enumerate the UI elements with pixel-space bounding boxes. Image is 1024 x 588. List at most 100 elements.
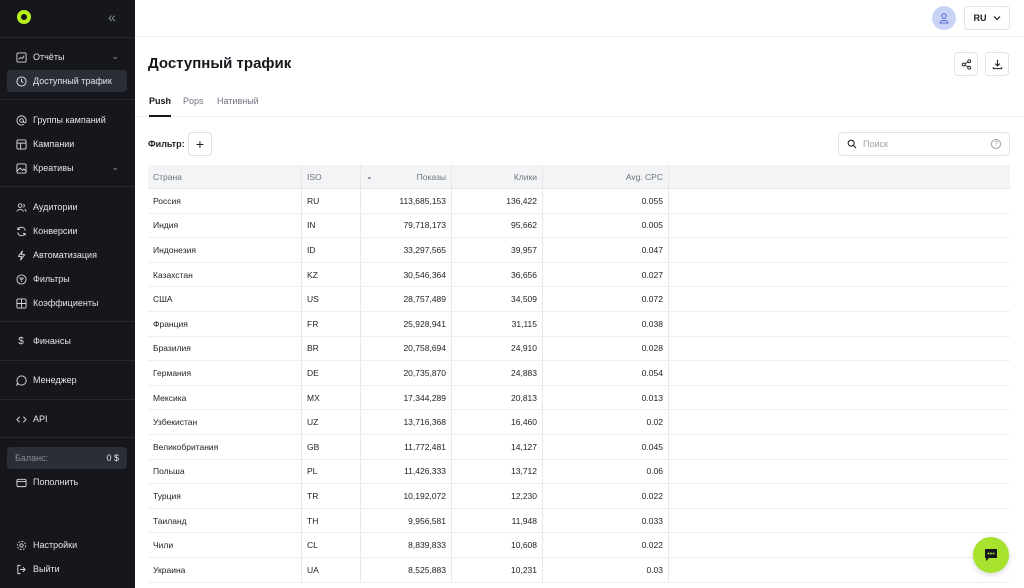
sidebar-item-label: Автоматизация <box>33 250 97 260</box>
wallet-icon <box>15 476 27 488</box>
cell-empty <box>669 189 1010 213</box>
cell-cpc: 0.005 <box>543 213 669 238</box>
cell-shows: 25,928,941 <box>361 311 452 336</box>
language-select[interactable]: RU <box>964 6 1010 30</box>
cell-iso: GB <box>302 434 361 459</box>
add-filter-button[interactable]: + <box>188 132 212 156</box>
cell-iso: TH <box>302 508 361 533</box>
tab-native[interactable]: Нативный <box>217 96 259 106</box>
cell-country: США <box>148 287 302 311</box>
table-row[interactable]: Германия DE 20,735,870 24,883 0.054 <box>148 361 1010 386</box>
cell-cpc: 0.03 <box>543 557 669 582</box>
column-header-label: Показы <box>416 171 446 182</box>
sort-desc-icon: ⌄ <box>366 172 373 181</box>
dollar-icon: $ <box>18 335 24 347</box>
table-row[interactable]: Турция TR 10,192,072 12,230 0.022 <box>148 484 1010 509</box>
sidebar: « Отчёты ⌄ Доступный трафик Группы кампа… <box>0 0 135 588</box>
column-header-clicks[interactable]: Клики <box>452 165 543 188</box>
sidebar-item-campaign-groups[interactable]: Группы кампаний <box>7 109 127 131</box>
sidebar-item-settings[interactable]: Настройки <box>7 534 127 556</box>
sidebar-item-label: Менеджер <box>33 375 77 385</box>
cell-iso: ID <box>302 238 361 262</box>
column-header-iso[interactable]: ISO <box>302 165 361 188</box>
table-row[interactable]: США US 28,757,489 34,509 0.072 <box>148 287 1010 312</box>
cell-country: Индонезия <box>148 238 302 262</box>
cell-clicks: 10,608 <box>452 533 543 557</box>
table-row[interactable]: Россия RU 113,685,153 136,422 0.055 <box>148 189 1010 214</box>
cell-country: Россия <box>148 189 302 213</box>
column-header-shows[interactable]: ⌄ Показы <box>361 165 452 188</box>
table-body: Россия RU 113,685,153 136,422 0.055 Индия IN 79… <box>148 189 1010 583</box>
avatar[interactable] <box>932 6 956 30</box>
cell-clicks: 20,813 <box>452 385 543 410</box>
table-row[interactable]: Польша PL 11,426,333 13,712 0.06 <box>148 459 1010 485</box>
clock-icon <box>15 75 27 87</box>
table-row[interactable]: Казахстан KZ 30,546,364 36,656 0.027 <box>148 262 1010 288</box>
sidebar-item-traffic[interactable]: Доступный трафик <box>7 70 127 92</box>
chat-icon <box>15 374 27 386</box>
sidebar-item-filters[interactable]: Фильтры <box>7 268 127 290</box>
cell-clicks: 12,230 <box>452 484 543 508</box>
table-row[interactable]: Чили CL 8,839,833 10,608 0.022 <box>148 533 1010 558</box>
column-header-country[interactable]: Страна <box>148 165 302 188</box>
sidebar-item-api[interactable]: API <box>7 408 127 430</box>
cell-iso: IN <box>302 213 361 238</box>
cell-shows: 20,758,694 <box>361 336 452 361</box>
help-icon[interactable]: ? <box>991 139 1001 149</box>
table-row[interactable]: Мексика MX 17,344,289 20,813 0.013 <box>148 385 1010 411</box>
chevron-down-icon: ⌄ <box>111 51 119 61</box>
sidebar-item-topup[interactable]: Пополнить <box>7 471 127 493</box>
tabs-bar: Push Pops Нативный <box>135 90 1024 117</box>
column-header-cpc[interactable]: Avg. CPC <box>543 165 669 188</box>
table-row[interactable]: Индонезия ID 33,297,565 39,957 0.047 <box>148 238 1010 263</box>
sidebar-item-audiences[interactable]: Аудитории <box>7 196 127 218</box>
cell-iso: KZ <box>302 262 361 287</box>
table-row[interactable]: Бразилия BR 20,758,694 24,910 0.028 <box>148 336 1010 362</box>
table-row[interactable]: Украина UA 8,525,883 10,231 0.03 <box>148 557 1010 583</box>
sidebar-item-conversions[interactable]: Конверсии <box>7 220 127 242</box>
cell-shows: 13,716,368 <box>361 410 452 434</box>
sidebar-item-finance[interactable]: $ Финансы <box>7 330 127 352</box>
cell-iso: MX <box>302 385 361 410</box>
sidebar-item-label: Коэффициенты <box>33 298 99 308</box>
table-row[interactable]: Франция FR 25,928,941 31,115 0.038 <box>148 311 1010 337</box>
cell-country: Бразилия <box>148 336 302 361</box>
cell-empty <box>669 533 1010 557</box>
sidebar-item-logout[interactable]: Выйти <box>7 558 127 580</box>
sidebar-item-manager[interactable]: Менеджер <box>7 369 127 391</box>
sidebar-item-coefficients[interactable]: Коэффициенты <box>7 292 127 314</box>
cell-cpc: 0.045 <box>543 434 669 459</box>
sidebar-item-reports[interactable]: Отчёты ⌄ <box>7 46 127 68</box>
tab-push[interactable]: Push <box>149 96 172 117</box>
table-row[interactable]: Великобритания GB 11,772,481 14,127 0.045 <box>148 434 1010 460</box>
cell-clicks: 13,712 <box>452 459 543 484</box>
cell-iso: RU <box>302 189 361 213</box>
sidebar-item-automation[interactable]: Автоматизация <box>7 244 127 266</box>
collapse-sidebar-icon[interactable]: « <box>108 9 116 25</box>
cell-shows: 28,757,489 <box>361 287 452 311</box>
cell-cpc: 0.06 <box>543 459 669 484</box>
tab-pops[interactable]: Pops <box>183 96 204 106</box>
sidebar-item-label: Аудитории <box>33 202 78 212</box>
cell-clicks: 11,948 <box>452 508 543 533</box>
table-row[interactable]: Таиланд TH 9,956,581 11,948 0.033 <box>148 508 1010 534</box>
download-button[interactable] <box>985 52 1009 76</box>
image-icon <box>15 162 27 174</box>
share-button[interactable] <box>954 52 978 76</box>
table-row[interactable]: Узбекистан UZ 13,716,368 16,460 0.02 <box>148 410 1010 435</box>
sidebar-item-creatives[interactable]: Креативы ⌄ <box>7 157 127 179</box>
cell-country: Таиланд <box>148 508 302 533</box>
table-row[interactable]: Индия IN 79,718,173 95,662 0.005 <box>148 213 1010 239</box>
traffic-table: Страна ISO ⌄ Показы Клики Avg. CPC Росси… <box>148 165 1010 583</box>
logo-icon[interactable] <box>17 10 31 24</box>
search-input[interactable] <box>863 139 983 149</box>
support-chat-button[interactable] <box>973 537 1009 573</box>
cell-empty <box>669 435 1010 459</box>
cell-country: Мексика <box>148 385 302 410</box>
logout-icon <box>15 563 27 575</box>
balance-box: Баланс: 0 $ <box>7 447 127 469</box>
users-icon <box>15 201 27 213</box>
sidebar-item-campaigns[interactable]: Кампании <box>7 133 127 155</box>
cell-cpc: 0.022 <box>543 533 669 557</box>
cell-cpc: 0.054 <box>543 361 669 385</box>
